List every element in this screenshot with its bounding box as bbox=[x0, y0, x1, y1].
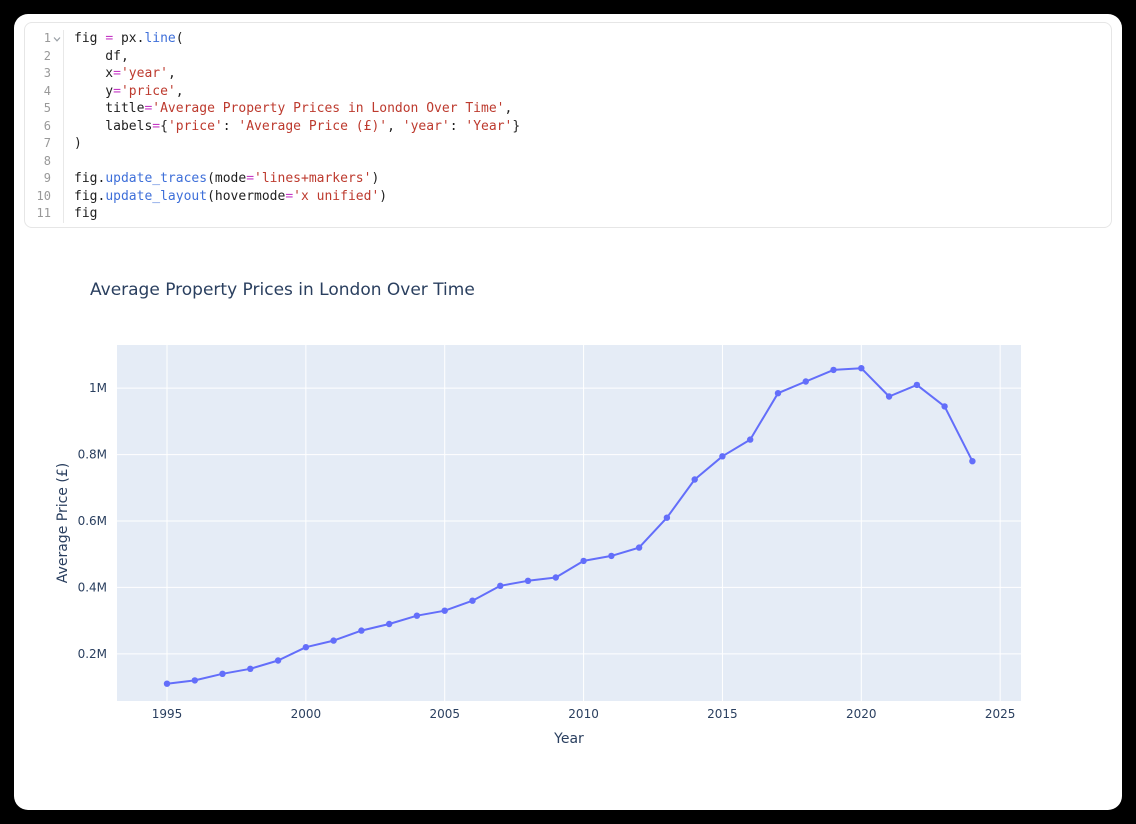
chart-title: Average Property Prices in London Over T… bbox=[90, 280, 475, 300]
data-point-marker[interactable] bbox=[663, 514, 671, 521]
code-line: 5 title='Average Property Prices in Lond… bbox=[25, 100, 1111, 118]
data-point-marker[interactable] bbox=[469, 597, 476, 604]
fold-spacer bbox=[51, 153, 63, 171]
data-point-marker[interactable] bbox=[941, 403, 948, 410]
fold-spacer bbox=[51, 205, 63, 223]
code-line: 8 bbox=[25, 152, 1111, 171]
line-number: 6 bbox=[43, 118, 51, 133]
data-point-marker[interactable] bbox=[913, 381, 921, 389]
series-line bbox=[166, 367, 974, 685]
line-number: 9 bbox=[43, 171, 51, 185]
data-point-marker[interactable] bbox=[302, 644, 310, 651]
line-number: 2 bbox=[43, 48, 51, 63]
code-line: 2 df, bbox=[25, 47, 1111, 66]
line-number: 5 bbox=[43, 101, 51, 115]
data-point-marker[interactable] bbox=[497, 582, 504, 589]
code-text: x='year', bbox=[63, 65, 1111, 83]
fold-chevron-icon[interactable] bbox=[51, 30, 63, 48]
code-line: 3 x='year', bbox=[25, 65, 1111, 83]
data-point-marker[interactable] bbox=[358, 627, 365, 634]
x-tick-label: 1995 bbox=[152, 707, 183, 721]
data-point-marker[interactable] bbox=[580, 557, 587, 565]
data-point-marker[interactable] bbox=[885, 393, 893, 400]
code-line: 7) bbox=[25, 135, 1111, 153]
x-tick-label: 2015 bbox=[707, 707, 738, 721]
fold-spacer bbox=[51, 83, 63, 101]
code-text: fig.update_traces(mode='lines+markers') bbox=[63, 170, 1111, 188]
code-text: labels={'price': 'Average Price (£)', 'y… bbox=[63, 117, 1111, 135]
data-point-marker[interactable] bbox=[608, 552, 615, 560]
line-number: 1 bbox=[43, 31, 51, 45]
chart-svg[interactable]: 1995 2000 2005 2010 2015 2020 2025 0.2M 0.4M 0.6M… bbox=[14, 254, 1122, 810]
code-line: 9 fig.update_traces(mode='lines+markers') bbox=[25, 170, 1111, 188]
data-point-marker[interactable] bbox=[719, 453, 726, 460]
fold-spacer bbox=[51, 65, 63, 83]
code-text: ) bbox=[63, 135, 1111, 153]
data-point-marker[interactable] bbox=[802, 378, 809, 385]
fold-spacer bbox=[51, 135, 63, 153]
x-tick-label: 2000 bbox=[291, 707, 322, 721]
plot-area[interactable] bbox=[117, 345, 1021, 701]
line-number: 8 bbox=[43, 153, 51, 168]
fold-spacer bbox=[51, 48, 63, 66]
code-line: 4 y='price', bbox=[25, 82, 1111, 101]
data-point-marker[interactable] bbox=[774, 390, 782, 397]
notebook-card: 1 fig = px.line(2 df, 3 x='year', 4 y='pric… bbox=[14, 14, 1122, 810]
data-point-marker[interactable] bbox=[524, 577, 532, 584]
data-point-marker[interactable] bbox=[691, 476, 698, 483]
x-tick-label: 2020 bbox=[846, 707, 877, 721]
code-line: 1 fig = px.line( bbox=[25, 30, 1111, 48]
y-tick-label: 0.2M bbox=[78, 647, 107, 661]
y-axis-title: Average Price (£) bbox=[55, 462, 71, 584]
fold-spacer bbox=[51, 188, 63, 206]
code-line: 6 labels={'price': 'Average Price (£)', … bbox=[25, 117, 1111, 136]
code-text: df, bbox=[63, 47, 1111, 65]
fold-spacer bbox=[51, 170, 63, 188]
y-tick-label: 1M bbox=[89, 381, 107, 395]
x-tick-label: 2010 bbox=[568, 707, 599, 721]
data-point-marker[interactable] bbox=[969, 458, 976, 465]
code-text bbox=[63, 152, 1111, 170]
data-point-marker[interactable] bbox=[330, 637, 337, 644]
data-point-marker[interactable] bbox=[552, 574, 559, 581]
data-point-marker[interactable] bbox=[858, 365, 865, 372]
code-text: title='Average Property Prices in London… bbox=[63, 100, 1111, 118]
data-point-marker[interactable] bbox=[747, 436, 754, 443]
code-text: fig.update_layout(hovermode='x unified') bbox=[63, 187, 1111, 205]
data-point-marker[interactable] bbox=[830, 366, 837, 374]
data-point-marker[interactable] bbox=[386, 620, 393, 628]
x-tick-label: 2025 bbox=[985, 707, 1016, 721]
y-tick-label: 0.4M bbox=[78, 580, 107, 594]
data-point-marker[interactable] bbox=[191, 677, 198, 684]
fold-spacer bbox=[51, 118, 63, 136]
line-number: 11 bbox=[36, 206, 51, 220]
fold-spacer bbox=[51, 100, 63, 118]
data-point-marker[interactable] bbox=[635, 544, 643, 551]
code-cell[interactable]: 1 fig = px.line(2 df, 3 x='year', 4 y='pric… bbox=[24, 22, 1112, 228]
code-text: fig bbox=[63, 205, 1111, 223]
code-line: 11 fig bbox=[25, 205, 1111, 223]
data-point-marker[interactable] bbox=[219, 670, 226, 677]
x-axis-title: Year bbox=[554, 731, 584, 747]
data-point-marker[interactable] bbox=[441, 607, 448, 614]
x-tick-label: 2005 bbox=[429, 707, 460, 721]
data-point-marker[interactable] bbox=[163, 680, 171, 687]
y-tick-label: 0.8M bbox=[78, 448, 107, 462]
line-number: 10 bbox=[36, 188, 51, 203]
code-line: 10 fig.update_layout(hovermode='x unified… bbox=[25, 187, 1111, 206]
data-point-marker[interactable] bbox=[247, 665, 254, 672]
data-point-marker[interactable] bbox=[274, 657, 282, 664]
line-number: 4 bbox=[43, 83, 51, 98]
code-text: fig = px.line( bbox=[63, 30, 1111, 48]
line-number: 7 bbox=[43, 136, 51, 150]
line-number: 3 bbox=[43, 66, 51, 80]
code-text: y='price', bbox=[63, 82, 1111, 100]
y-tick-label: 0.6M bbox=[78, 514, 107, 528]
data-point-marker[interactable] bbox=[413, 612, 421, 619]
